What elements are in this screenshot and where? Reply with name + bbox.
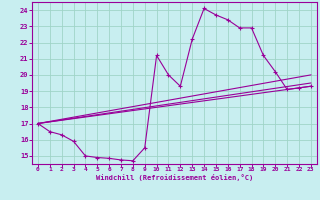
X-axis label: Windchill (Refroidissement éolien,°C): Windchill (Refroidissement éolien,°C)	[96, 174, 253, 181]
